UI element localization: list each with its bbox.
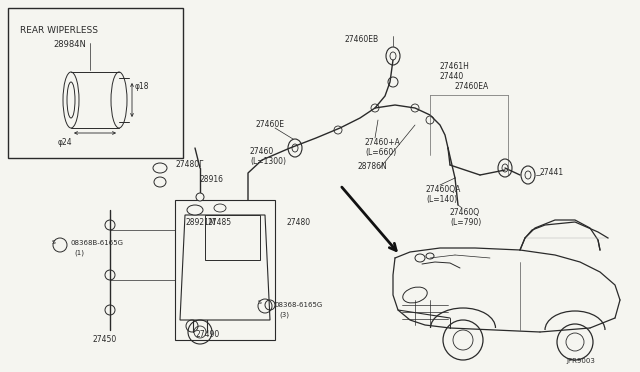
Text: S: S (258, 301, 262, 305)
Text: JPR9003: JPR9003 (566, 358, 595, 364)
Text: 27450: 27450 (92, 335, 116, 344)
Text: (L=140): (L=140) (426, 195, 457, 204)
Text: S: S (52, 240, 56, 244)
Text: 27460Q: 27460Q (450, 208, 480, 217)
Text: (1): (1) (74, 250, 84, 257)
Ellipse shape (415, 254, 425, 262)
Text: 28916: 28916 (200, 175, 224, 184)
Text: φ18: φ18 (135, 82, 150, 91)
Bar (175, 200, 275, 340)
Text: 27460: 27460 (250, 147, 275, 156)
Text: 28984N: 28984N (53, 40, 86, 49)
Ellipse shape (187, 205, 203, 215)
Bar (205, 215, 260, 260)
Text: 27460QA: 27460QA (426, 185, 461, 194)
Text: 27460EA: 27460EA (455, 82, 489, 91)
Text: 28921M: 28921M (185, 218, 216, 227)
Text: REAR WIPERLESS: REAR WIPERLESS (20, 26, 98, 35)
Text: φ24: φ24 (58, 138, 72, 147)
Text: (3): (3) (279, 312, 289, 318)
Text: 28786N: 28786N (358, 162, 388, 171)
Text: (L=1300): (L=1300) (250, 157, 286, 166)
Text: 27440: 27440 (440, 72, 464, 81)
Text: 27460E: 27460E (255, 120, 284, 129)
Text: 08368-6165G: 08368-6165G (275, 302, 323, 308)
Text: 27480Γ: 27480Γ (175, 160, 204, 169)
Text: 27441: 27441 (540, 168, 564, 177)
Text: 27461H: 27461H (440, 62, 470, 71)
Text: 27485: 27485 (208, 218, 232, 227)
Ellipse shape (196, 193, 204, 201)
Bar (8, 8, 183, 158)
Text: 27460+A: 27460+A (365, 138, 401, 147)
Text: (L=790): (L=790) (450, 218, 481, 227)
Text: 27460EB: 27460EB (345, 35, 379, 44)
Text: 27480: 27480 (287, 218, 311, 227)
Text: 08368B-6165G: 08368B-6165G (70, 240, 123, 246)
Text: 27490: 27490 (195, 330, 220, 339)
Text: (L=660): (L=660) (365, 148, 396, 157)
